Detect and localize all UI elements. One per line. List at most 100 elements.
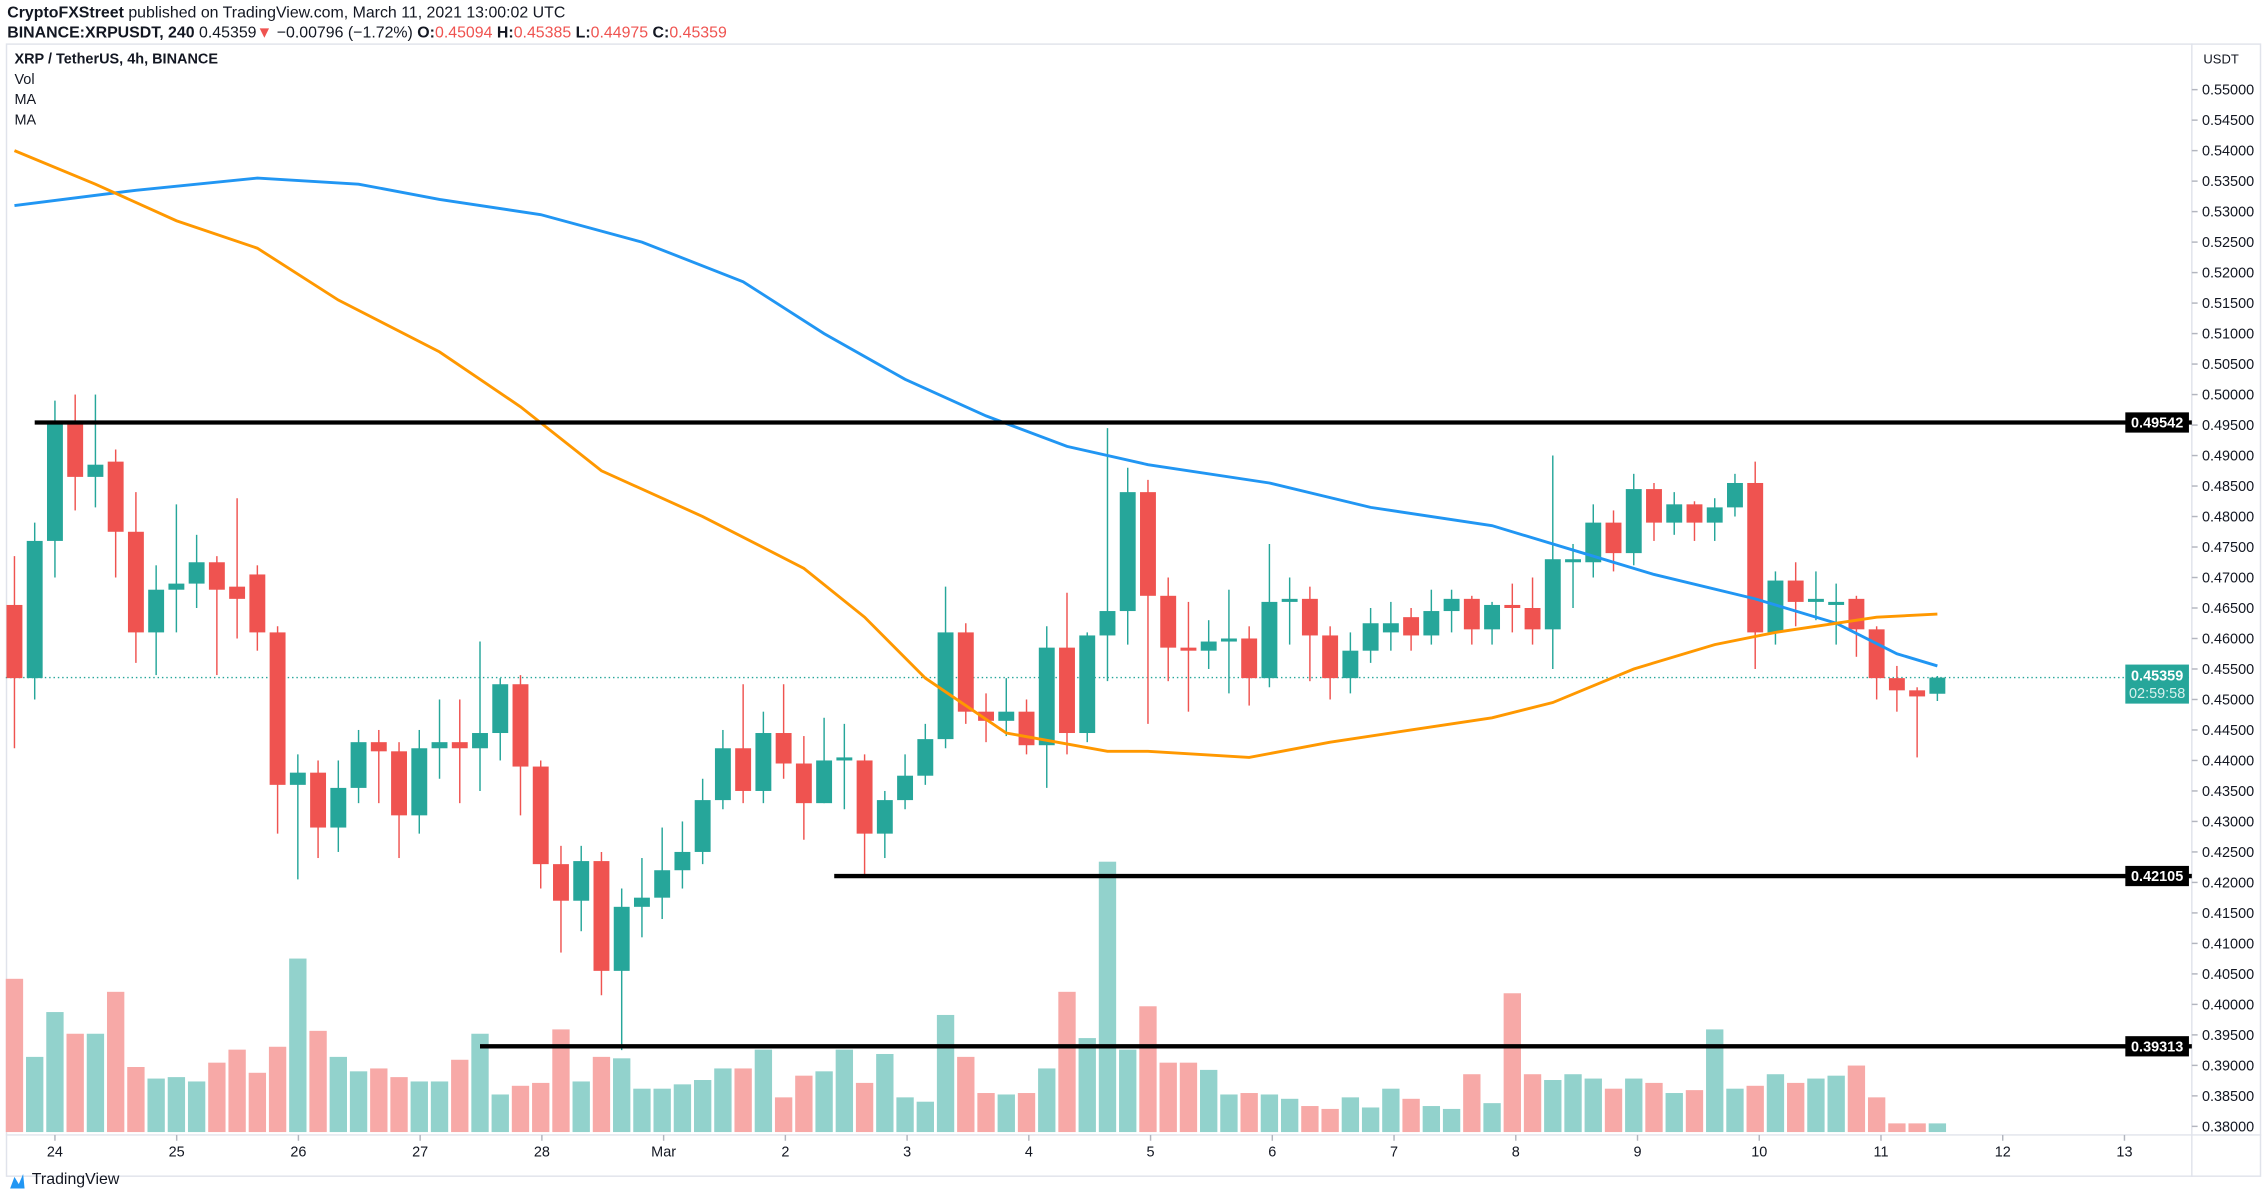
y-tick-label: 0.53500 [2202,174,2254,190]
volume-bar [1584,1078,1602,1133]
candle-body [694,800,711,852]
last-price: 0.45359 [199,24,257,42]
y-tick-label: 0.50000 [2202,388,2254,404]
low-label: L: [575,24,591,42]
volume-bar [957,1056,975,1133]
candle-body [593,861,610,971]
close-value: 0.45359 [669,24,727,42]
candle-body [1625,489,1642,554]
y-tick-label: 0.40500 [2202,967,2254,983]
legend-ma-1[interactable]: MA [14,92,37,109]
candle-body [1099,611,1116,636]
candle-body [1079,635,1096,734]
candle-body [1929,677,1946,694]
volume-bar [1503,993,1521,1133]
author-name[interactable]: CryptoFXStreet [7,4,124,22]
y-tick-label: 0.46500 [2202,601,2254,617]
level-price-label: 0.42105 [2131,869,2183,885]
volume-bar [754,1049,773,1133]
volume-bar [1341,1097,1360,1133]
candle-body [1382,623,1399,633]
volume-bar [66,1033,84,1133]
candle-body [1160,595,1177,648]
volume-bar [1240,1093,1258,1133]
y-tick-label: 0.49500 [2202,418,2254,434]
candle-body [1565,559,1581,563]
volume-bar [86,1033,105,1133]
candle-body [1241,638,1258,679]
volume-bar [1928,1123,1947,1133]
candle-body [755,733,772,791]
volume-bar [714,1068,732,1133]
y-tick-label: 0.53000 [2202,205,2254,221]
y-tick-label: 0.44500 [2202,723,2254,739]
candle-body [168,583,185,590]
x-tick-label: 7 [1390,1145,1398,1161]
y-tick-label: 0.45500 [2202,662,2254,678]
candle-body [735,748,752,791]
volume-bar [1523,1074,1542,1133]
y-tick-label: 0.39500 [2202,1028,2254,1044]
volume-bar [774,1097,793,1133]
volume-bar [1442,1108,1461,1133]
candle-body [1605,522,1622,554]
x-tick-label: 27 [412,1145,428,1161]
candle-body [330,787,347,828]
candle-body [1059,647,1075,734]
last-price-badge [2125,664,2189,704]
candle-body [1524,608,1541,630]
candle-body [289,772,306,785]
volume-bar [734,1068,752,1133]
y-tick-label: 0.41500 [2202,906,2254,922]
volume-bar [1361,1107,1380,1133]
candle-body [633,897,650,907]
y-tick-label: 0.40000 [2202,997,2254,1013]
volume-bar [1685,1090,1704,1133]
volume-bar [1301,1106,1319,1133]
legend-vol[interactable]: Vol [14,72,35,89]
candle-body [573,861,590,901]
y-tick-label: 0.51500 [2202,296,2254,312]
candle-body [1140,492,1156,596]
volume-bar [653,1088,671,1133]
candle-body [6,604,23,679]
volume-bar [248,1072,267,1133]
volume-bar [451,1059,469,1133]
y-tick-label: 0.49000 [2202,449,2254,465]
volume-bar [329,1056,347,1133]
x-tick-label: 25 [169,1145,185,1161]
volume-bar [289,958,307,1133]
candle-body [654,870,671,898]
candle-body [1706,507,1723,523]
volume-bar [1058,991,1076,1133]
candle-body [1909,690,1926,697]
y-tick-label: 0.47000 [2202,571,2254,587]
volume-bar [916,1101,934,1133]
x-tick-label: 12 [1995,1145,2011,1161]
y-tick-label: 0.47500 [2202,540,2254,556]
x-tick-label: 5 [1147,1145,1155,1161]
x-tick-label: Mar [651,1145,676,1161]
volume-bar [1159,1062,1177,1133]
volume-bar [46,1012,64,1133]
volume-bar [228,1049,246,1133]
volume-bar [1220,1094,1238,1133]
tradingview-footer[interactable]: TradingView [9,1171,120,1190]
candle-body [451,742,468,749]
legend-ma-2[interactable]: MA [14,112,37,129]
x-tick-label: 8 [1512,1145,1520,1161]
candle-body [26,540,43,679]
volume-bar [208,1062,226,1133]
x-tick-label: 2 [781,1145,789,1161]
candle-body [775,733,792,764]
y-tick-label: 0.48000 [2202,510,2254,526]
volume-bar [1098,861,1117,1133]
candle-body [1220,638,1237,642]
x-tick-label: 28 [534,1145,550,1161]
candle-body [1362,623,1379,651]
candle-body [310,772,327,828]
candle-body [998,711,1015,721]
volume-bar [1847,1065,1866,1133]
candle-body [1868,629,1885,679]
